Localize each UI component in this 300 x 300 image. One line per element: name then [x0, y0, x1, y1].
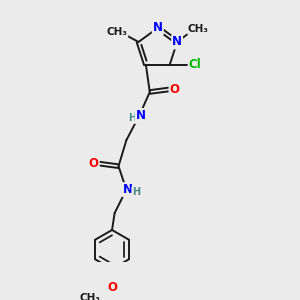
Text: N: N — [136, 109, 146, 122]
Text: N: N — [153, 21, 163, 34]
Text: Cl: Cl — [189, 58, 201, 71]
Text: N: N — [172, 35, 182, 49]
Text: O: O — [107, 281, 117, 294]
Text: N: N — [123, 183, 133, 196]
Text: O: O — [89, 157, 99, 170]
Text: H: H — [132, 187, 140, 197]
Text: CH₃: CH₃ — [106, 27, 128, 37]
Text: H: H — [128, 113, 136, 123]
Text: CH₃: CH₃ — [80, 293, 100, 300]
Text: O: O — [169, 83, 179, 96]
Text: CH₃: CH₃ — [188, 24, 209, 34]
